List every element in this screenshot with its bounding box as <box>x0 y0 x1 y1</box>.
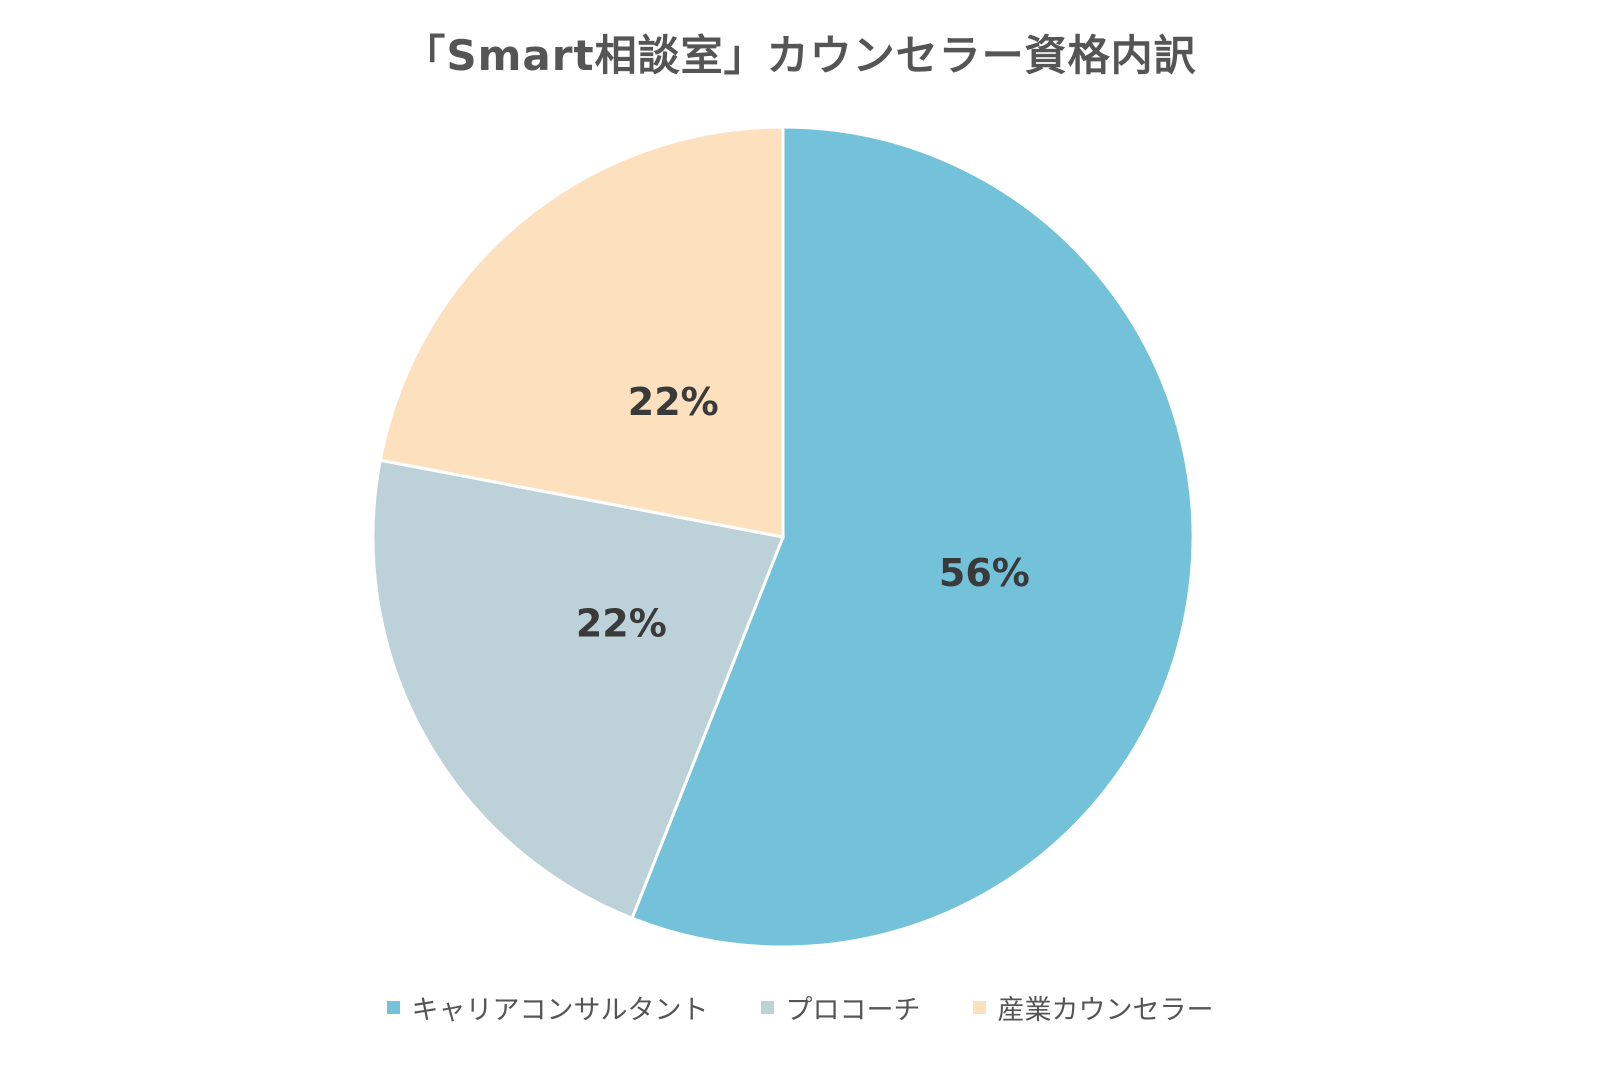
legend-swatch <box>972 1001 986 1014</box>
legend-item-pro-coach: プロコーチ <box>760 988 921 1027</box>
legend-label: キャリアコンサルタント <box>411 995 709 1026</box>
legend-swatch <box>760 1001 774 1014</box>
legend-item-industrial-counselor: 産業カウンセラー <box>972 988 1214 1027</box>
pie-chart: 56% 22% 22% <box>371 125 1195 949</box>
legend-item-career-consultant: キャリアコンサルタント <box>386 988 709 1027</box>
slice-label-pro-coach: 22% <box>576 601 667 645</box>
legend-label: プロコーチ <box>785 995 921 1026</box>
pie-slice-career-consultant <box>630 125 1195 949</box>
chart-title: 「Smart相談室」カウンセラー資格内訳 <box>403 31 1197 80</box>
legend: キャリアコンサルタント プロコーチ 産業カウンセラー <box>0 988 1600 1027</box>
legend-label: 産業カウンセラー <box>997 995 1214 1026</box>
slice-label-career-consultant: 56% <box>939 551 1030 595</box>
legend-swatch <box>386 1001 400 1014</box>
pie-slice-pro-coach <box>371 458 786 921</box>
slice-label-industrial-counselor: 22% <box>628 380 719 424</box>
pie-slice-industrial-counselor <box>378 125 785 539</box>
